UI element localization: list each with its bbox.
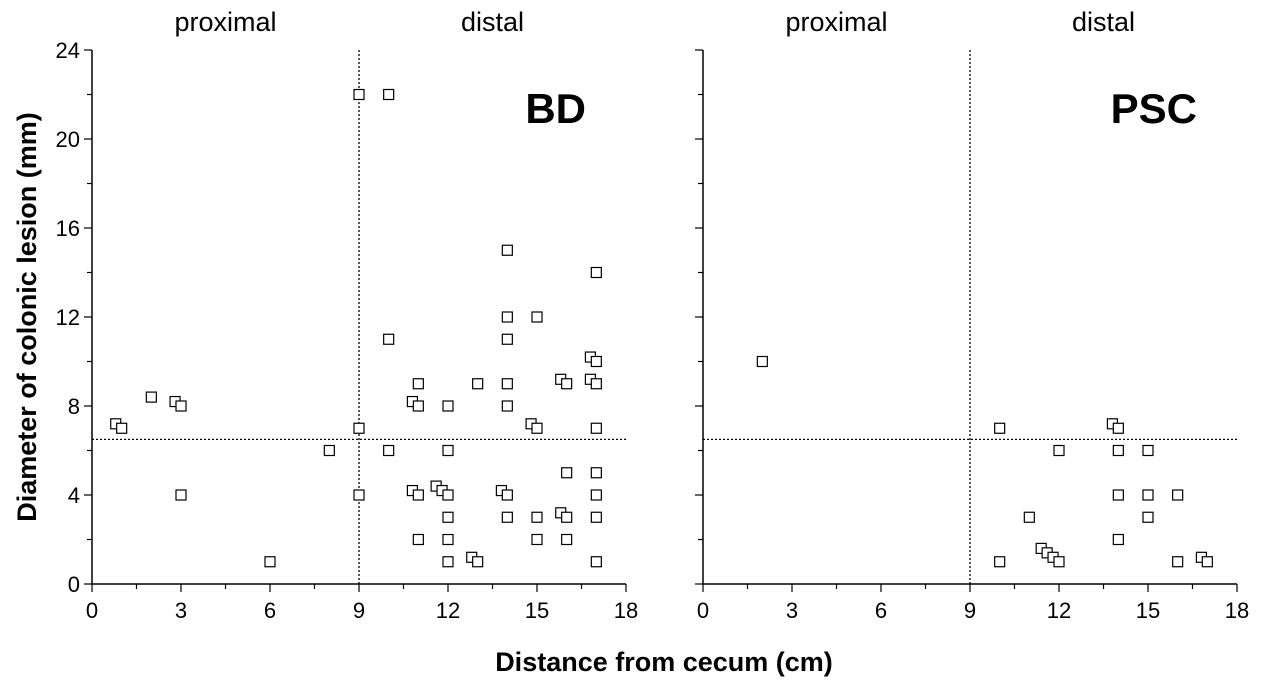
x-tick-label: 12 [436,598,460,623]
region-label-distal: distal [461,7,524,37]
data-point-square [1112,533,1124,546]
data-point-square [412,533,424,546]
data-point-square [472,378,484,390]
y-tick-label: 12 [56,305,80,330]
data-point-square [383,444,395,457]
data-point-square [994,422,1006,434]
x-tick-label: 0 [86,598,98,623]
data-point-square [442,489,454,501]
x-tick-label: 15 [1136,598,1160,623]
y-axis-title: Diameter of colonic lesion (mm) [12,112,42,522]
data-point-square [383,88,395,101]
data-point-square [756,355,768,368]
data-point-square [590,378,602,390]
data-point-square [442,400,454,412]
data-point-square [353,88,365,101]
data-point-square [590,489,602,501]
region-label-proximal: proximal [174,7,276,37]
x-tick-label: 3 [786,598,798,623]
data-point-square [145,391,157,403]
x-axis-title: Distance from cecum (cm) [495,647,833,677]
data-point-square [501,378,513,390]
data-point-square [1142,489,1154,501]
data-point-square [501,511,513,523]
data-point-square [412,400,424,412]
data-point-square [1172,556,1184,568]
data-point-square [531,422,543,434]
data-point-square [590,266,602,279]
data-point-square [561,533,573,546]
x-tick-label: 12 [1047,598,1071,623]
data-point-square [1112,422,1124,434]
data-point-square [353,489,365,501]
data-point-square [442,556,454,568]
data-point-square [590,511,602,523]
data-point-square [264,556,276,568]
data-point-square [590,467,602,479]
y-tick-label: 8 [68,394,80,419]
data-point-square [531,311,543,323]
data-point-square [1053,444,1065,457]
data-point-square [1112,489,1124,501]
y-tick-label: 16 [56,216,80,241]
data-point-square [442,511,454,523]
x-tick-label: 9 [353,598,365,623]
data-point-square [501,400,513,412]
data-point-square [501,244,513,256]
data-point-square [1053,556,1065,568]
x-tick-label: 6 [875,598,887,623]
data-point-square [590,556,602,568]
data-point-square [353,422,365,434]
data-point-square [501,311,513,323]
data-point-square [561,378,573,390]
data-point-square [590,422,602,434]
y-tick-label: 24 [56,38,80,63]
data-point-square [531,533,543,546]
y-tick-label: 4 [68,483,80,508]
x-tick-label: 18 [1225,598,1249,623]
panel-label: PSC [1111,85,1197,132]
data-point-square [383,333,395,345]
data-point-square [116,422,128,434]
data-point-square [323,444,335,457]
region-label-distal: distal [1072,7,1135,37]
panel-label: BD [525,85,586,132]
data-point-square [472,556,484,568]
y-tick-label: 20 [56,127,80,152]
x-tick-label: 9 [964,598,976,623]
data-point-square [1201,556,1213,568]
data-point-square [994,556,1006,568]
data-point-square [531,511,543,523]
region-label-proximal: proximal [785,7,887,37]
x-tick-label: 3 [175,598,187,623]
x-tick-label: 18 [614,598,638,623]
data-point-square [1142,444,1154,457]
x-tick-label: 15 [525,598,549,623]
data-point-square [561,511,573,523]
data-point-square [175,489,187,501]
x-tick-label: 6 [264,598,276,623]
data-point-square [442,444,454,457]
data-point-square [1112,444,1124,457]
data-point-square [442,533,454,546]
data-point-square [1142,511,1154,523]
data-point-square [412,489,424,501]
data-point-square [501,489,513,501]
data-point-square [412,378,424,390]
y-tick-label: 0 [68,572,80,597]
data-point-square [501,333,513,345]
x-tick-label: 0 [697,598,709,623]
data-point-square [561,467,573,479]
data-point-square [175,400,187,412]
data-point-square [590,355,602,368]
data-point-square [1023,511,1035,523]
data-point-square [1172,489,1184,501]
